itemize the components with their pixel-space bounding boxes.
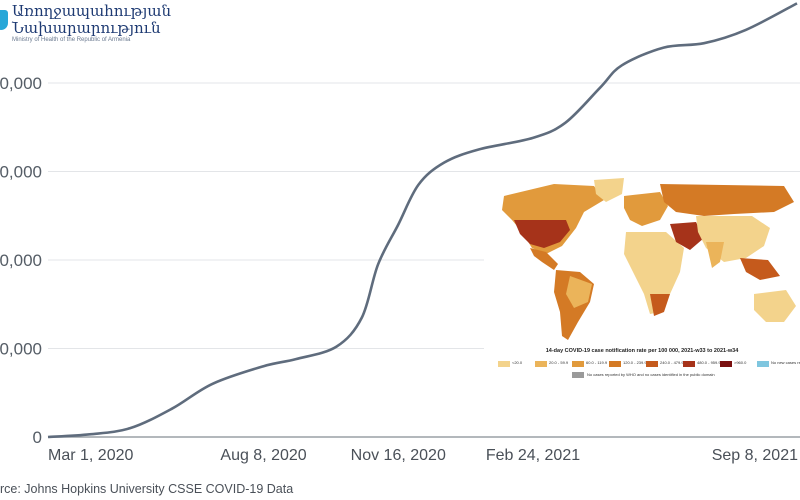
x-axis-ticks: Mar 1, 2020 Aug 8, 2020 Nov 16, 2020 Feb 24…	[48, 447, 798, 464]
y-tick-label-4: 0,000	[0, 74, 42, 93]
y-tick-label-2: 0,000	[0, 251, 42, 270]
legend-label-7: No new cases reported	[771, 360, 800, 365]
map-middle-east	[670, 222, 704, 250]
map-southern-africa	[650, 294, 670, 316]
legend-swatch-0	[498, 361, 510, 367]
map-brazil	[566, 276, 592, 308]
x-tick-label-2: Nov 16, 2020	[351, 447, 446, 464]
legend-label-5: 480.0 - 959.9	[697, 360, 721, 365]
map-asia	[696, 216, 770, 262]
logo-title-line1: Առողջապահության	[12, 2, 172, 20]
ministry-logo: Առողջապահության Նախարարություն Ministry …	[0, 0, 200, 48]
legend-swatch-4	[646, 361, 658, 367]
legend-label-4: 240.0 - 479.9	[660, 360, 684, 365]
map-title: 14-day COVID-19 case notification rate p…	[545, 348, 739, 354]
y-tick-label-0: 0	[33, 428, 42, 447]
y-tick-label-3: 0,000	[0, 163, 42, 182]
map-russia	[660, 184, 794, 216]
logo-subtitle: Ministry of Health of the Republic of Ar…	[12, 37, 131, 43]
map-australia	[754, 290, 796, 322]
world-map-inset: 14-day COVID-19 case notification rate p…	[484, 176, 800, 394]
grid-lines	[48, 82, 800, 438]
no-data-swatch	[572, 372, 584, 378]
map-europe	[624, 192, 668, 226]
source-note: rce: Johns Hopkins University CSSE COVID…	[0, 482, 294, 496]
x-tick-label-1: Aug 8, 2020	[220, 447, 306, 464]
logo-title-line2: Նախարարություն	[12, 19, 161, 37]
world-map	[502, 178, 796, 340]
legend-label-2: 60.0 - 119.9	[586, 360, 608, 365]
series-line-0	[47, 2, 798, 439]
map-mexico-central	[530, 248, 558, 270]
map-india	[706, 242, 724, 268]
legend-swatch-2	[572, 361, 584, 367]
legend-label-6: >960.0	[734, 360, 747, 365]
legend-swatch-6	[720, 361, 732, 367]
y-tick-label-1: 0,000	[0, 340, 42, 359]
map-greenland	[594, 178, 624, 202]
no-data-label: No cases reported by WHO and no cases id…	[587, 372, 715, 378]
legend-swatch-1	[535, 361, 547, 367]
map-usa	[514, 220, 570, 248]
legend-label-0: <20.0	[512, 360, 523, 365]
legend-swatch-7	[757, 361, 769, 367]
x-tick-label-3: Feb 24, 2021	[486, 447, 580, 464]
logo-mark-icon	[0, 10, 8, 30]
map-legend-no-data: No cases reported by WHO and no cases id…	[572, 372, 715, 378]
legend-label-1: 20.0 - 59.9	[549, 360, 569, 365]
legend-swatch-3	[609, 361, 621, 367]
map-southeast-asia	[740, 258, 780, 280]
x-tick-label-4: Sep 8, 2021	[712, 447, 798, 464]
map-africa	[624, 232, 684, 314]
x-tick-label-0: Mar 1, 2020	[48, 447, 133, 464]
map-legend: <20.0 20.0 - 59.9 60.0 - 119.9 120.0 - 239.…	[498, 360, 800, 370]
series-layer	[47, 2, 798, 439]
legend-label-3: 120.0 - 239.9	[623, 360, 647, 365]
y-axis-ticks: 0 0,000 0,000 0,000 0,000	[0, 74, 42, 447]
legend-swatch-5	[683, 361, 695, 367]
